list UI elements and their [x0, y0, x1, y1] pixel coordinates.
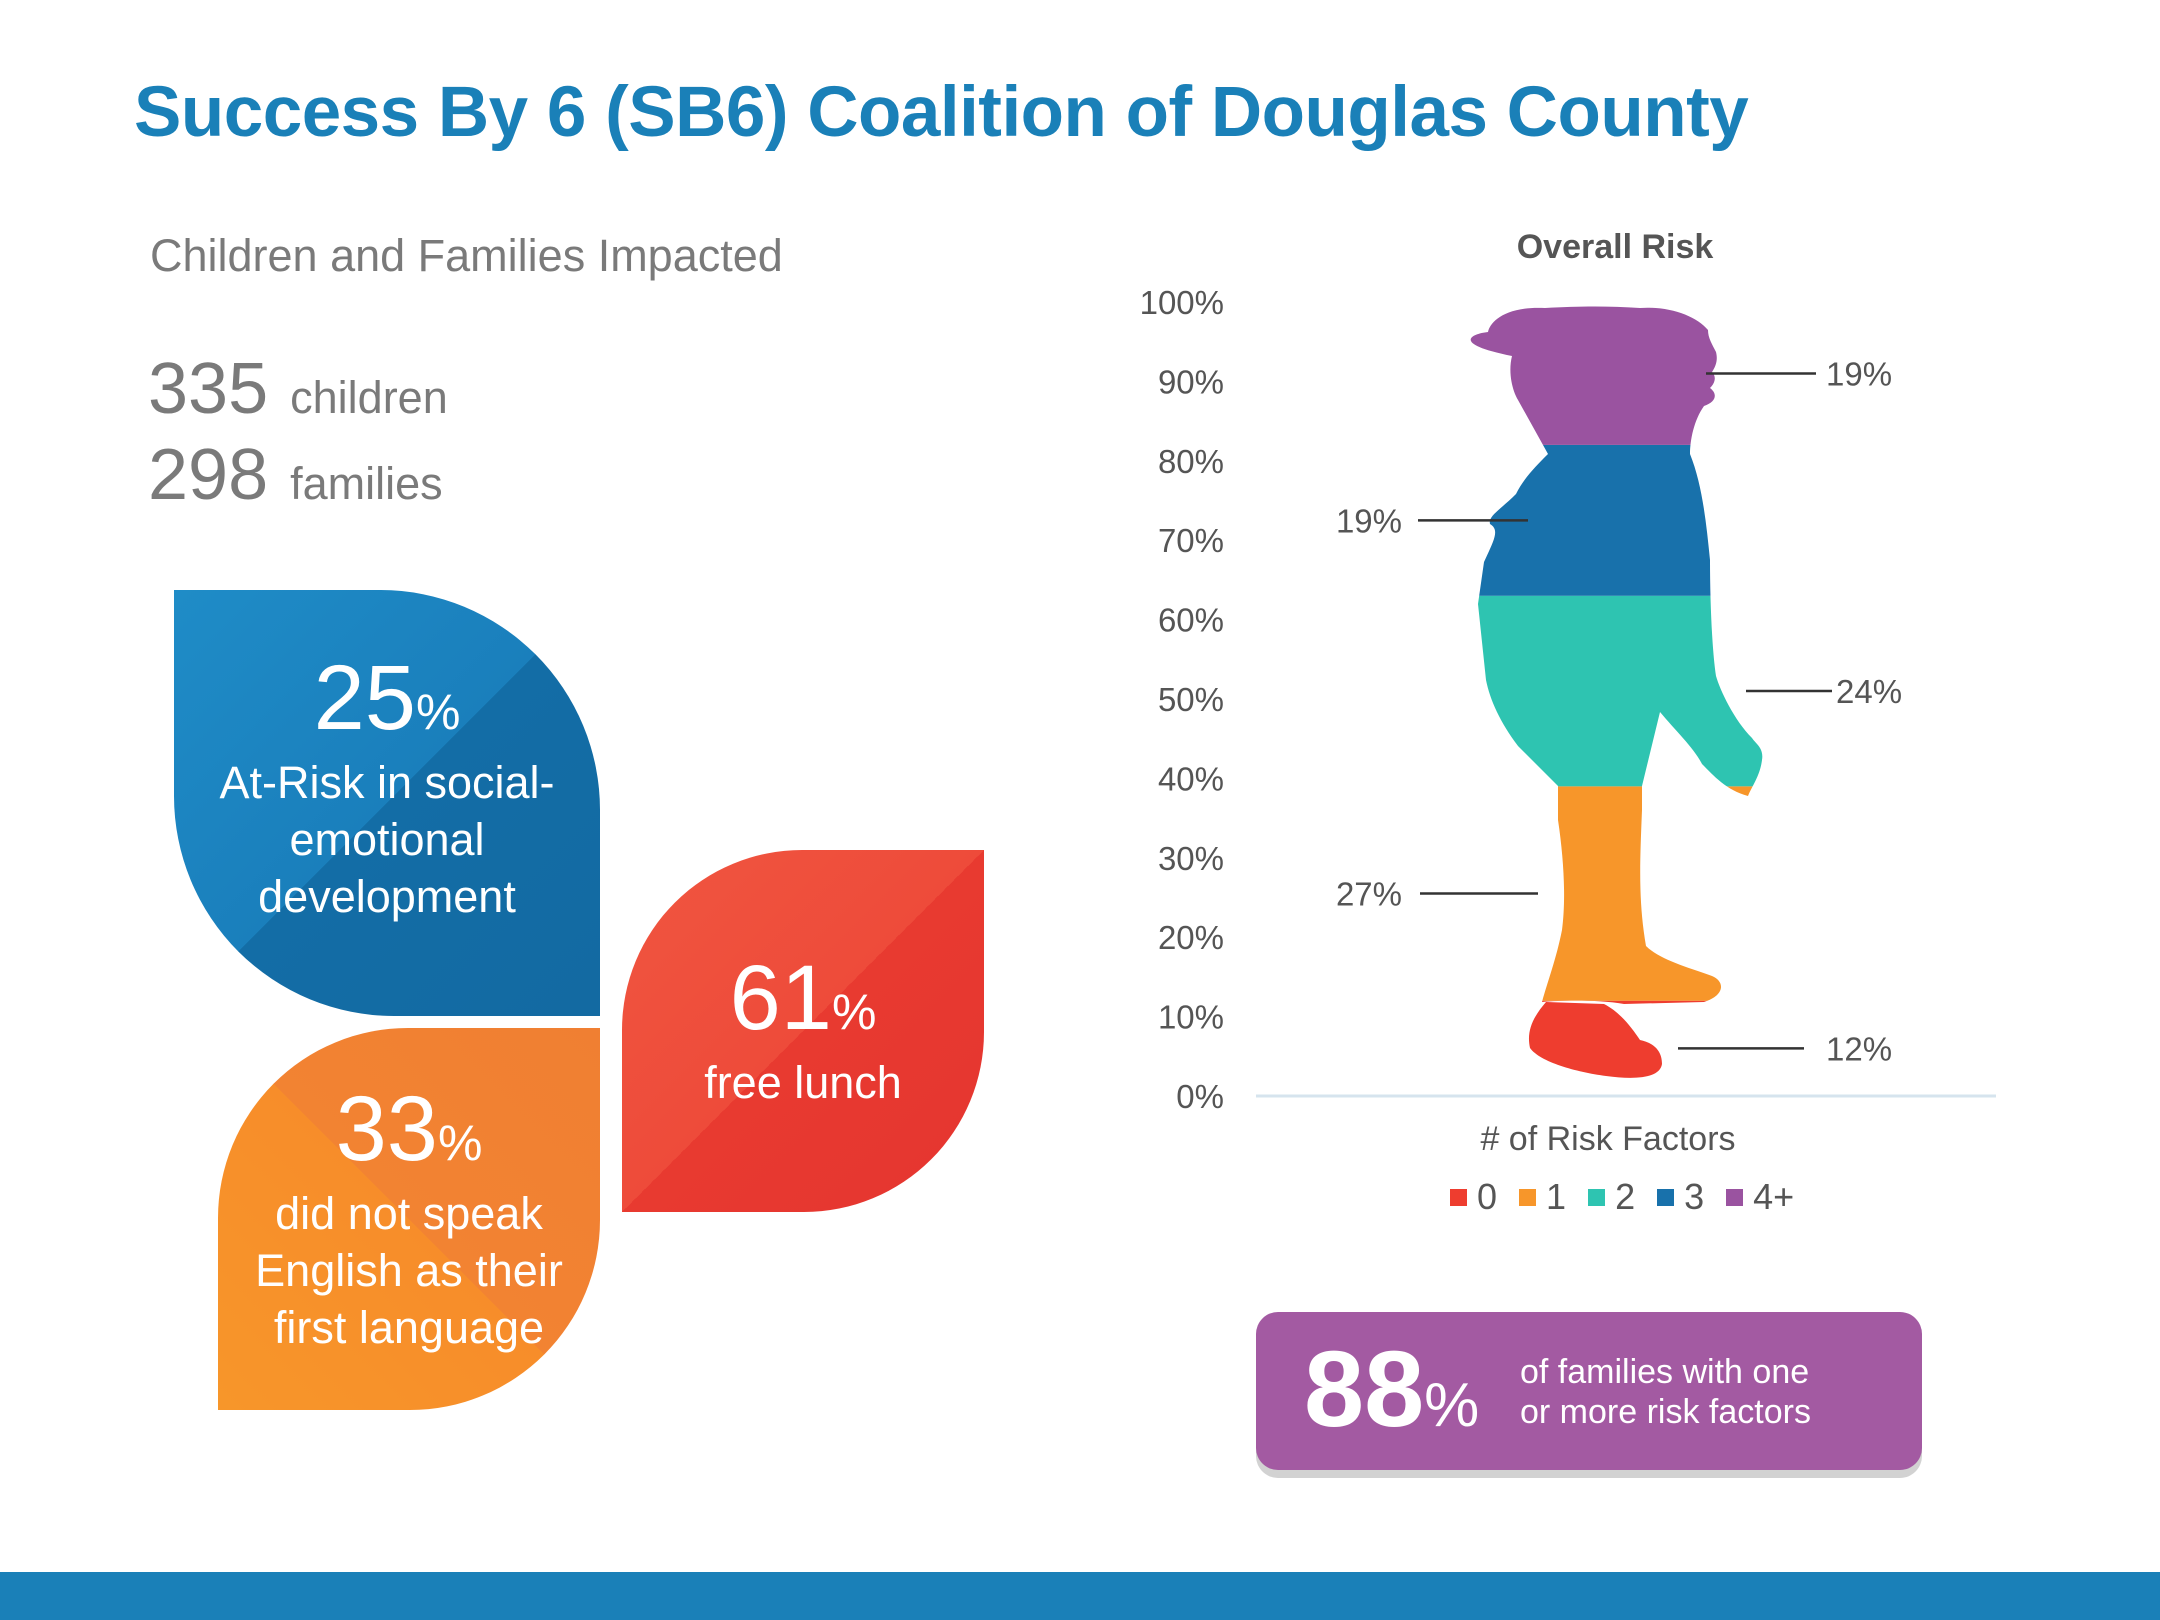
data-label-4+: 19%	[1826, 355, 1892, 392]
english-line-3: first language	[273, 1301, 545, 1353]
legend-label: 4+	[1753, 1176, 1795, 1217]
y-tick-label: 80%	[1158, 443, 1224, 480]
y-axis-ticks: 0% 10% 20% 30% 40% 50% 60% 70% 80% 90% 100%	[1140, 284, 1224, 1115]
bar-segment-4+	[1470, 306, 1763, 445]
impact-heading: Children and Families Impacted	[150, 230, 783, 281]
legend-item-3: 3	[1657, 1176, 1704, 1218]
stacked-bar-segments	[1470, 306, 1763, 1078]
y-tick-label: 70%	[1158, 522, 1224, 559]
families-count: 298	[148, 435, 269, 515]
y-tick-label: 40%	[1158, 760, 1224, 797]
social-line-1: At-Risk in social-	[219, 756, 555, 808]
free-lunch-leaf: 61% free lunch	[622, 850, 984, 1212]
legend-swatch	[1588, 1188, 1606, 1206]
children-label: children	[290, 372, 448, 423]
english-unit: %	[437, 1114, 483, 1171]
data-label-leaders	[1418, 372, 1832, 1050]
legend-item-1: 1	[1519, 1176, 1566, 1218]
lunch-unit: %	[831, 983, 877, 1040]
callout-unit: %	[1424, 1371, 1480, 1440]
y-tick-label: 10%	[1158, 999, 1224, 1036]
legend-swatch	[1450, 1188, 1467, 1206]
chart-title: Overall Risk	[1516, 228, 1714, 266]
legend-label: 1	[1546, 1176, 1567, 1217]
legend-swatch	[1519, 1188, 1537, 1206]
english-leaf: 33% did not speak English as their first…	[218, 1028, 600, 1410]
data-label-1: 27%	[1336, 876, 1402, 913]
social-line-3: development	[258, 870, 516, 922]
x-axis-label: # of Risk Factors	[1480, 1120, 1735, 1158]
y-tick-label: 90%	[1158, 363, 1224, 400]
social-unit: %	[415, 683, 461, 740]
lunch-value: 61	[729, 946, 832, 1049]
chart-legend: 0 1 2 3 4+	[1450, 1176, 1794, 1218]
english-value: 33	[335, 1077, 438, 1180]
legend-label: 3	[1684, 1176, 1705, 1217]
y-tick-label: 60%	[1158, 602, 1224, 639]
risk-factors-callout: 88% of families with one or more risk fa…	[1256, 1312, 1922, 1470]
legend-swatch	[1726, 1188, 1744, 1206]
children-count: 335	[148, 349, 269, 429]
data-label-3: 19%	[1336, 502, 1402, 539]
lunch-line-1: free lunch	[704, 1056, 902, 1108]
english-line-1: did not speak	[275, 1187, 543, 1239]
y-tick-label: 100%	[1140, 284, 1224, 321]
callout-line-2: or more risk factors	[1520, 1393, 1811, 1431]
page-title: Success By 6 (SB6) Coalition of Douglas …	[134, 73, 1749, 152]
legend-swatch	[1657, 1188, 1675, 1206]
legend-label: 2	[1615, 1176, 1636, 1217]
legend-item-2: 2	[1588, 1176, 1635, 1218]
callout-value: 88	[1304, 1328, 1425, 1449]
social-emotional-leaf: 25% At-Risk in social- emotional develop…	[174, 590, 600, 1016]
data-label-0: 12%	[1826, 1030, 1892, 1067]
data-labels: 12% 27% 24% 19% 19%	[1336, 355, 1902, 1067]
families-stat: 298 families	[148, 434, 443, 516]
footer-band	[0, 1572, 2160, 1620]
y-tick-label: 50%	[1158, 681, 1224, 718]
english-line-2: English as their	[255, 1244, 563, 1296]
y-tick-label: 30%	[1158, 840, 1224, 877]
y-tick-label: 20%	[1158, 919, 1224, 956]
social-line-2: emotional	[289, 813, 485, 865]
legend-item-0: 0	[1450, 1176, 1497, 1218]
children-stat: 335 children	[148, 348, 448, 430]
social-value: 25	[313, 646, 416, 749]
legend-item-4+: 4+	[1726, 1176, 1794, 1218]
families-label: families	[290, 458, 443, 509]
y-tick-label: 0%	[1176, 1078, 1224, 1115]
data-label-2: 24%	[1836, 673, 1902, 710]
callout-line-1: of families with one	[1520, 1353, 1810, 1391]
legend-label: 0	[1477, 1176, 1498, 1217]
